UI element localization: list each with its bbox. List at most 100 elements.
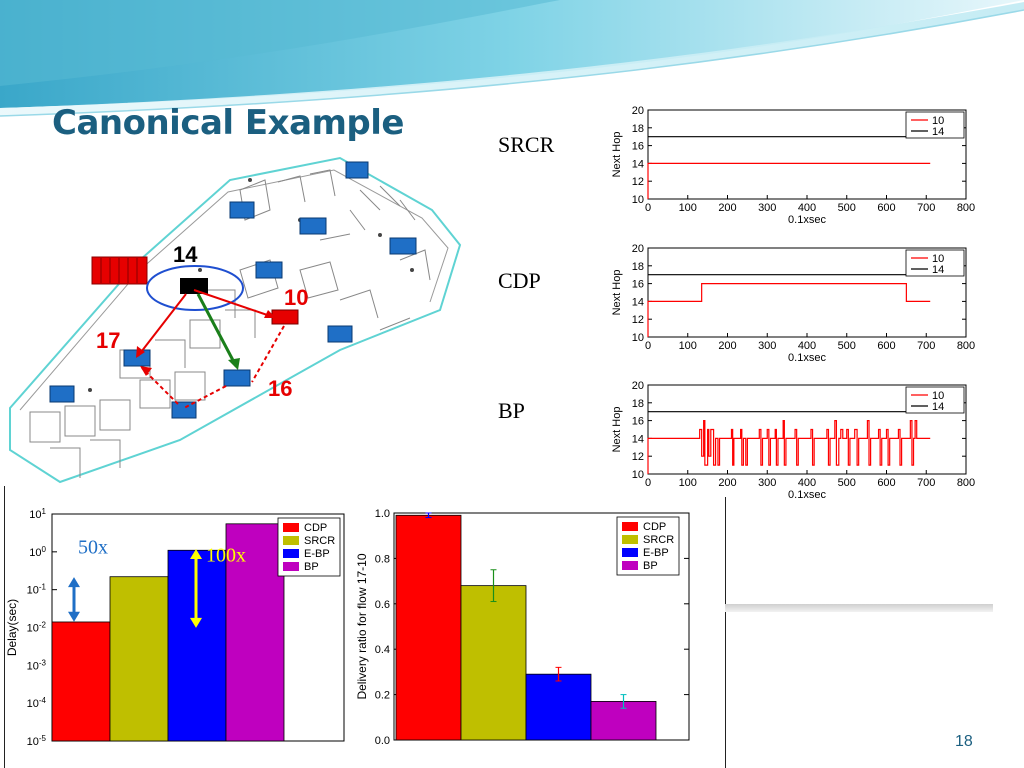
arrow-head — [68, 577, 80, 588]
delay-bar-chart: 10-5 10-4 10-3 10-2 10-1 100 101 Delay(sec) CDPS… — [5, 507, 345, 749]
x-tick-label: 800 — [957, 202, 975, 214]
series-line-10 — [647, 419, 931, 474]
bar-bp — [225, 523, 285, 742]
x-tick-label: 500 — [838, 340, 856, 352]
legend-label: 14 — [932, 401, 944, 413]
y-tick-label: 10-5 — [27, 734, 47, 749]
x-tick-label: 200 — [718, 202, 736, 214]
legend-label: 10 — [932, 115, 944, 127]
selected-node-ellipse — [146, 265, 244, 311]
y-tick-label: 1.0 — [375, 508, 390, 520]
legend-label: BP — [304, 561, 319, 573]
route-arrows — [136, 289, 285, 409]
delivery-ratio-bar-chart: 0.0 0.2 0.4 0.6 0.8 1.0 Delivery ratio for flo… — [355, 508, 690, 747]
legend-label: 10 — [932, 253, 944, 265]
y-tick-label: 0.4 — [375, 644, 390, 656]
y-tick-label: 18 — [632, 398, 644, 410]
node-label-14: 14 — [173, 242, 198, 267]
bar-cdp — [395, 514, 462, 741]
y-tick-label: 12 — [632, 176, 644, 188]
y-tick-label: 101 — [29, 507, 46, 522]
x-tick-label: 200 — [718, 477, 736, 489]
legend-swatch — [622, 561, 638, 570]
x-tick-label: 300 — [758, 340, 776, 352]
decorative-shadow — [725, 604, 993, 612]
node-label-17: 17 — [96, 328, 120, 353]
y-axis-label: Next Hop — [611, 407, 623, 453]
legend-swatch — [283, 536, 299, 545]
legend-swatch — [283, 523, 299, 532]
legend-swatch — [622, 535, 638, 544]
header-swoosh-decoration — [0, 0, 1024, 117]
x-tick-label: 100 — [679, 340, 697, 352]
x-tick-label: 0 — [645, 202, 651, 214]
legend-box — [905, 111, 965, 139]
arrow-head — [68, 611, 80, 622]
y-tick-label: 12 — [632, 314, 644, 326]
x-tick-label: 300 — [758, 202, 776, 214]
legend-label: BP — [643, 560, 658, 572]
legend-swatch — [283, 549, 299, 558]
x-tick-label: 0 — [645, 477, 651, 489]
y-axis-label: Delay(sec) — [5, 599, 19, 656]
x-tick-label: 300 — [758, 477, 776, 489]
legend-label: SRCR — [304, 535, 335, 547]
factor-label-large: 100x — [206, 545, 246, 567]
x-tick-label: 100 — [679, 202, 697, 214]
x-tick-label: 700 — [917, 477, 935, 489]
protocol-label-cdp: CDP — [498, 268, 541, 293]
x-tick-label: 800 — [957, 340, 975, 352]
y-tick-label: 0.0 — [375, 735, 390, 747]
x-tick-label: 500 — [838, 477, 856, 489]
y-tick-label: 10-1 — [27, 582, 47, 597]
y-tick-label: 0.8 — [375, 553, 390, 565]
y-tick-label: 10-2 — [27, 620, 47, 635]
node-label-16: 16 — [268, 376, 292, 401]
x-tick-label: 700 — [917, 202, 935, 214]
x-tick-label: 700 — [917, 340, 935, 352]
arrow-head — [190, 617, 202, 628]
y-tick-label: 10 — [632, 469, 644, 481]
slide-title: Canonical Example — [52, 103, 405, 143]
x-tick-label: 0 — [645, 340, 651, 352]
x-axis-label: 0.1xsec — [788, 489, 826, 500]
bar-srcr — [460, 585, 527, 741]
x-axis-label: 0.1xsec — [788, 214, 826, 225]
y-tick-label: 14 — [632, 158, 644, 170]
slide-number: 18 — [955, 733, 973, 750]
legend-label: CDP — [643, 521, 666, 533]
y-tick-label: 20 — [632, 380, 644, 392]
y-tick-label: 100 — [29, 544, 46, 559]
server-rack-icon — [91, 256, 148, 285]
y-tick-label: 16 — [632, 279, 644, 291]
bar-e-bp — [525, 673, 592, 741]
y-tick-label: 20 — [632, 243, 644, 255]
legend-box — [905, 249, 965, 277]
legend-box — [905, 386, 965, 414]
y-tick-label: 14 — [632, 433, 644, 445]
x-tick-label: 600 — [877, 202, 895, 214]
floorplan-diagram: 14 10 17 16 — [9, 156, 462, 484]
legend-swatch — [622, 522, 638, 531]
y-tick-label: 18 — [632, 123, 644, 135]
protocol-label-srcr: SRCR — [498, 132, 555, 157]
y-tick-label: 16 — [632, 141, 644, 153]
y-tick-label: 16 — [632, 416, 644, 428]
y-tick-label: 0.6 — [375, 599, 390, 611]
legend-label: 10 — [932, 390, 944, 402]
y-tick-label: 0.2 — [375, 690, 390, 702]
y-tick-label: 20 — [632, 105, 644, 117]
bar-srcr — [109, 576, 169, 742]
x-tick-label: 600 — [877, 340, 895, 352]
y-tick-label: 12 — [632, 451, 644, 463]
node-label-10: 10 — [284, 285, 308, 310]
series-line-10 — [647, 282, 931, 337]
x-tick-label: 400 — [798, 202, 816, 214]
y-tick-label: 18 — [632, 261, 644, 273]
x-tick-label: 500 — [838, 202, 856, 214]
x-axis-label: 0.1xsec — [788, 352, 826, 363]
bar-cdp — [51, 621, 111, 742]
